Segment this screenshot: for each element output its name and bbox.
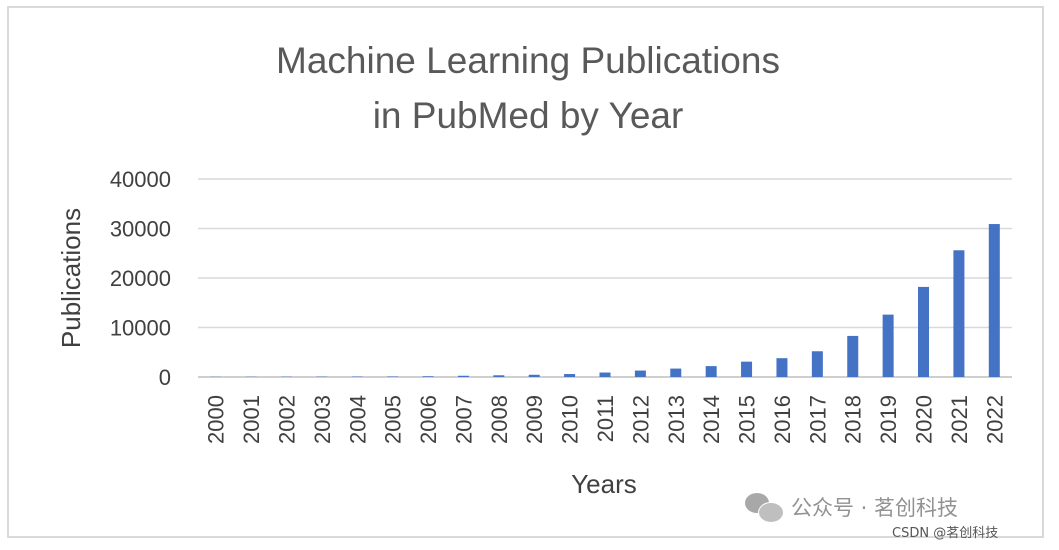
x-tick-label: 2015 bbox=[735, 395, 760, 444]
x-tick-label: 2017 bbox=[805, 395, 830, 444]
bar-2010 bbox=[564, 374, 576, 377]
gridlines bbox=[198, 178, 1012, 378]
bar-2020 bbox=[918, 286, 930, 377]
x-tick-label: 2022 bbox=[982, 395, 1007, 444]
watermark: 公众号 · 茗创科技 bbox=[745, 492, 959, 523]
x-tick-label: 2004 bbox=[345, 395, 370, 444]
x-tick-label: 2006 bbox=[416, 395, 441, 444]
y-tick-label: 10000 bbox=[110, 316, 171, 341]
x-tick-label: 2009 bbox=[522, 395, 547, 444]
bar-2011 bbox=[599, 372, 611, 377]
bar-2009 bbox=[528, 374, 540, 377]
bar-2015 bbox=[741, 361, 753, 377]
bar-2016 bbox=[776, 358, 788, 377]
x-tick-label: 2021 bbox=[947, 395, 972, 444]
x-axis-title: Years bbox=[571, 469, 637, 499]
x-tick-label: 2013 bbox=[664, 395, 689, 444]
y-tick-label: 40000 bbox=[110, 167, 171, 192]
x-tick-label: 2008 bbox=[487, 395, 512, 444]
x-tick-label: 2014 bbox=[699, 395, 724, 444]
chart-title-line-1: Machine Learning Publications bbox=[276, 40, 780, 81]
bar-2008 bbox=[493, 375, 505, 377]
x-tick-label: 2019 bbox=[876, 395, 901, 444]
bar-2014 bbox=[705, 366, 717, 377]
x-tick-label: 2005 bbox=[381, 395, 406, 444]
y-axis-ticks: 0 10000 20000 30000 40000 bbox=[110, 167, 171, 390]
bar-2007 bbox=[457, 375, 469, 377]
x-tick-label: 2000 bbox=[204, 395, 229, 444]
bars bbox=[210, 224, 1000, 377]
y-tick-label: 20000 bbox=[110, 266, 171, 291]
y-tick-label: 30000 bbox=[110, 217, 171, 242]
bar-2017 bbox=[811, 351, 823, 377]
x-tick-label: 2007 bbox=[451, 395, 476, 444]
x-tick-label: 2020 bbox=[912, 395, 937, 444]
bar-2018 bbox=[847, 335, 859, 377]
chart-title-line-2: in PubMed by Year bbox=[373, 95, 684, 136]
bar-2022 bbox=[988, 224, 1000, 377]
chart-frame bbox=[7, 6, 1044, 538]
y-tick-label: 0 bbox=[159, 365, 171, 390]
x-tick-label: 2003 bbox=[310, 395, 335, 444]
x-tick-label: 2001 bbox=[239, 395, 264, 444]
watermark-text: 公众号 · 茗创科技 bbox=[791, 496, 959, 520]
x-tick-label: 2016 bbox=[770, 395, 795, 444]
csdn-watermark: CSDN @茗创科技 bbox=[892, 526, 999, 541]
x-tick-label: 2010 bbox=[558, 395, 583, 444]
wechat-icon bbox=[745, 493, 784, 523]
bar-2021 bbox=[953, 250, 965, 377]
x-tick-label: 2018 bbox=[841, 395, 866, 444]
x-tick-label: 2012 bbox=[628, 395, 653, 444]
bar-2006 bbox=[422, 376, 434, 377]
y-axis-title: Publications bbox=[56, 208, 86, 348]
x-tick-label: 2011 bbox=[593, 395, 618, 442]
bar-2012 bbox=[634, 370, 646, 377]
bar-2019 bbox=[882, 314, 894, 377]
x-axis-ticks: 2000 2001 2002 2003 2004 2005 2006 2007 2008 2009… bbox=[204, 395, 1008, 444]
x-tick-label: 2002 bbox=[274, 395, 299, 444]
bar-2013 bbox=[670, 368, 682, 377]
